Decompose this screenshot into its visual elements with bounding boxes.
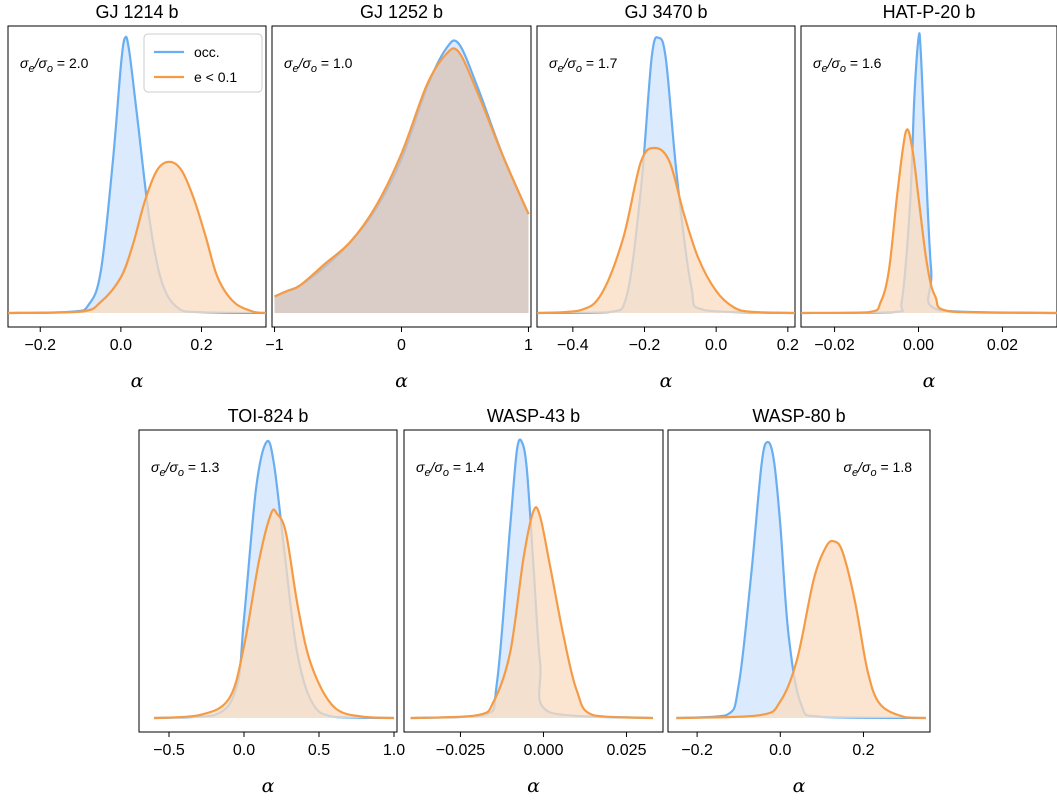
x-tick-label: 0.00: [903, 337, 934, 354]
series-eccentric-line: [801, 128, 1057, 315]
x-tick-label: 0.0: [705, 337, 727, 354]
x-tick-label: 0.0: [769, 742, 791, 759]
series-eccentric-line: [410, 506, 654, 720]
sigma-ratio-annotation: σe/σo = 1.8: [844, 459, 913, 479]
series-eccentric-line: [153, 508, 395, 720]
x-tick-label: 0.0: [233, 742, 255, 759]
sigma-ratio-annotation: σe/σo = 2.0: [20, 55, 89, 75]
series-occ-area: [801, 33, 1057, 314]
chart-title: GJ 3470 b: [624, 2, 707, 22]
series-eccentric-area: [410, 507, 653, 718]
plot-area: [8, 35, 266, 315]
series-eccentric-area: [274, 48, 529, 313]
series-eccentric-area: [8, 161, 266, 313]
x-tick-label: −0.2: [629, 337, 661, 354]
series-eccentric-line: [274, 47, 530, 298]
plot-area: [537, 36, 795, 315]
x-tick-label: 0.025: [606, 742, 646, 759]
chart-title: GJ 1252 b: [360, 2, 443, 22]
x-tick-label: −1: [265, 337, 283, 354]
series-eccentric-line: [676, 539, 926, 720]
chart-panel: WASP-43 b −0.025 0.000 0.025 α σe/σo = 1.4: [403, 406, 664, 797]
series-eccentric-line: [537, 146, 795, 315]
x-tick-label: −0.025: [436, 742, 485, 759]
x-tick-label: −0.4: [557, 337, 589, 354]
series-occ-area: [8, 36, 266, 314]
legend-label: e < 0.1: [194, 69, 237, 85]
chart-title: TOI-824 b: [228, 406, 309, 426]
chart-panel: GJ 1214 b −0.2 0.0 0.2 α σe/σo = 2.0 occ. e < 0…: [7, 2, 267, 392]
chart-title: HAT-P-20 b: [883, 2, 976, 22]
chart-title: WASP-80 b: [752, 406, 845, 426]
x-axis-label: α: [527, 775, 540, 797]
series-eccentric-area: [154, 509, 394, 718]
x-tick-label: 0.000: [523, 742, 563, 759]
x-axis-label: α: [131, 370, 144, 392]
x-tick-label: −0.2: [24, 337, 56, 354]
chart-panel: GJ 1252 b −1 0 1 α σe/σo = 1.0: [265, 2, 533, 392]
x-tick-label: 0.2: [190, 337, 212, 354]
sigma-ratio-annotation: σe/σo = 1.0: [284, 55, 353, 75]
sigma-ratio-annotation: σe/σo = 1.6: [813, 55, 882, 75]
x-tick-label: −0.02: [814, 337, 855, 354]
series-eccentric-area: [676, 540, 926, 718]
x-tick-label: −0.5: [153, 742, 185, 759]
chart-panel: HAT-P-20 b −0.02 0.00 0.02 α σe/σo = 1.6: [800, 2, 1057, 392]
plot-area: [153, 439, 395, 720]
x-tick-label: 0.02: [987, 337, 1018, 354]
x-tick-label: 0.0: [110, 337, 132, 354]
chart-panel: TOI-824 b −0.5 0.0 0.5 1.0 α σe/σo = 1.3: [138, 406, 405, 797]
x-axis-label: α: [660, 370, 673, 392]
x-axis-label: α: [793, 775, 806, 797]
plot-area: [274, 39, 530, 313]
sigma-ratio-annotation: σe/σo = 1.7: [549, 55, 618, 75]
x-axis-label: α: [923, 370, 936, 392]
chart-panel: WASP-80 b −0.2 0.0 0.2 α σe/σo = 1.8: [667, 406, 931, 797]
x-tick-label: 1: [524, 337, 533, 354]
series-eccentric-line: [8, 160, 266, 315]
series-eccentric-area: [537, 147, 795, 313]
x-tick-label: 0.2: [852, 742, 874, 759]
chart-title: GJ 1214 b: [95, 2, 178, 22]
sigma-ratio-annotation: σe/σo = 1.3: [151, 459, 220, 479]
legend-label: occ.: [194, 44, 220, 60]
chart-title: WASP-43 b: [487, 406, 580, 426]
x-axis-label: α: [395, 370, 408, 392]
sigma-ratio-annotation: σe/σo = 1.4: [416, 459, 485, 479]
chart-panel: GJ 3470 b −0.4 −0.2 0.0 0.2 α σe/σo = 1.7: [536, 2, 799, 392]
x-tick-label: 0.2: [777, 337, 799, 354]
x-axis-label: α: [262, 775, 275, 797]
plot-area: [676, 440, 926, 720]
x-tick-label: −0.2: [681, 742, 713, 759]
x-tick-label: 0: [397, 337, 406, 354]
plot-area: [801, 32, 1057, 315]
x-tick-label: 0.5: [308, 742, 330, 759]
x-tick-label: 1.0: [383, 742, 405, 759]
plot-area: [410, 438, 654, 720]
